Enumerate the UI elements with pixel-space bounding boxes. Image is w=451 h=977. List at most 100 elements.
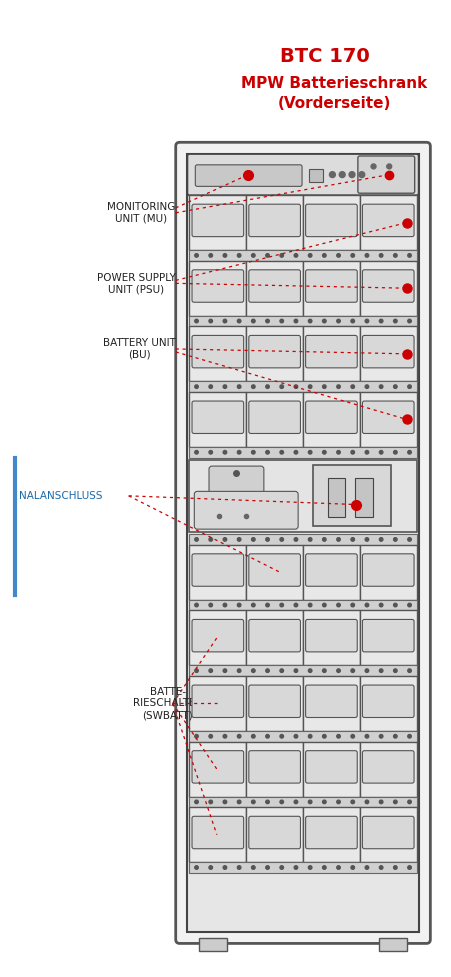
- Circle shape: [266, 537, 269, 541]
- Circle shape: [209, 385, 212, 389]
- Circle shape: [294, 537, 298, 541]
- Circle shape: [223, 866, 227, 870]
- Circle shape: [322, 537, 326, 541]
- Circle shape: [308, 866, 312, 870]
- Circle shape: [379, 254, 383, 257]
- Circle shape: [408, 800, 411, 804]
- Bar: [189, 326, 246, 381]
- FancyBboxPatch shape: [249, 401, 300, 434]
- Circle shape: [351, 603, 354, 607]
- Bar: [189, 862, 417, 872]
- FancyBboxPatch shape: [306, 685, 357, 717]
- Circle shape: [408, 669, 411, 672]
- Circle shape: [266, 800, 269, 804]
- Circle shape: [408, 603, 411, 607]
- Circle shape: [365, 450, 369, 454]
- Bar: [327, 478, 345, 517]
- Circle shape: [337, 735, 341, 738]
- Circle shape: [351, 735, 354, 738]
- Circle shape: [394, 319, 397, 322]
- Circle shape: [252, 319, 255, 322]
- Circle shape: [223, 319, 227, 322]
- Bar: [189, 261, 246, 316]
- FancyBboxPatch shape: [363, 401, 414, 434]
- Circle shape: [337, 385, 341, 389]
- Circle shape: [351, 537, 354, 541]
- Circle shape: [223, 450, 227, 454]
- Bar: [189, 316, 417, 326]
- Bar: [188, 154, 419, 932]
- Circle shape: [294, 800, 298, 804]
- Bar: [189, 446, 417, 457]
- Circle shape: [322, 603, 326, 607]
- Circle shape: [294, 319, 298, 322]
- Circle shape: [280, 735, 284, 738]
- Circle shape: [252, 800, 255, 804]
- Circle shape: [237, 866, 241, 870]
- Circle shape: [337, 537, 341, 541]
- Bar: [313, 465, 391, 527]
- Circle shape: [408, 254, 411, 257]
- Circle shape: [408, 537, 411, 541]
- Circle shape: [237, 669, 241, 672]
- Circle shape: [195, 866, 198, 870]
- Circle shape: [280, 537, 284, 541]
- FancyBboxPatch shape: [209, 466, 264, 497]
- Circle shape: [252, 735, 255, 738]
- FancyBboxPatch shape: [306, 270, 357, 302]
- Circle shape: [308, 450, 312, 454]
- FancyBboxPatch shape: [306, 335, 357, 368]
- Bar: [246, 742, 303, 796]
- Circle shape: [252, 603, 255, 607]
- FancyBboxPatch shape: [192, 335, 244, 368]
- Circle shape: [351, 800, 354, 804]
- Circle shape: [308, 385, 312, 389]
- Circle shape: [365, 254, 369, 257]
- Circle shape: [379, 603, 383, 607]
- Circle shape: [209, 537, 212, 541]
- Circle shape: [365, 385, 369, 389]
- Circle shape: [337, 450, 341, 454]
- Circle shape: [394, 254, 397, 257]
- Bar: [303, 261, 360, 316]
- Circle shape: [322, 385, 326, 389]
- Bar: [189, 611, 246, 665]
- Bar: [199, 938, 227, 952]
- Circle shape: [365, 537, 369, 541]
- Bar: [303, 611, 360, 665]
- Circle shape: [351, 385, 354, 389]
- Circle shape: [266, 669, 269, 672]
- Circle shape: [237, 254, 241, 257]
- Circle shape: [394, 537, 397, 541]
- Circle shape: [209, 319, 212, 322]
- Circle shape: [308, 319, 312, 322]
- Bar: [189, 250, 417, 261]
- Circle shape: [209, 450, 212, 454]
- Circle shape: [322, 319, 326, 322]
- Circle shape: [351, 319, 354, 322]
- Bar: [246, 545, 303, 600]
- Circle shape: [365, 669, 369, 672]
- Bar: [189, 731, 417, 742]
- Circle shape: [195, 735, 198, 738]
- Circle shape: [266, 450, 269, 454]
- Circle shape: [371, 164, 376, 169]
- Circle shape: [322, 254, 326, 257]
- Circle shape: [394, 800, 397, 804]
- Circle shape: [252, 254, 255, 257]
- Text: NALANSCHLUSS: NALANSCHLUSS: [19, 490, 102, 501]
- Circle shape: [379, 385, 383, 389]
- Bar: [246, 195, 303, 250]
- Bar: [189, 676, 246, 731]
- Circle shape: [195, 603, 198, 607]
- Text: BATTERY UNIT
(BU): BATTERY UNIT (BU): [103, 338, 176, 360]
- FancyBboxPatch shape: [192, 401, 244, 434]
- FancyBboxPatch shape: [195, 165, 302, 187]
- FancyBboxPatch shape: [249, 817, 300, 849]
- Circle shape: [379, 669, 383, 672]
- Circle shape: [266, 603, 269, 607]
- Circle shape: [308, 669, 312, 672]
- Bar: [303, 326, 360, 381]
- Circle shape: [337, 254, 341, 257]
- FancyBboxPatch shape: [363, 817, 414, 849]
